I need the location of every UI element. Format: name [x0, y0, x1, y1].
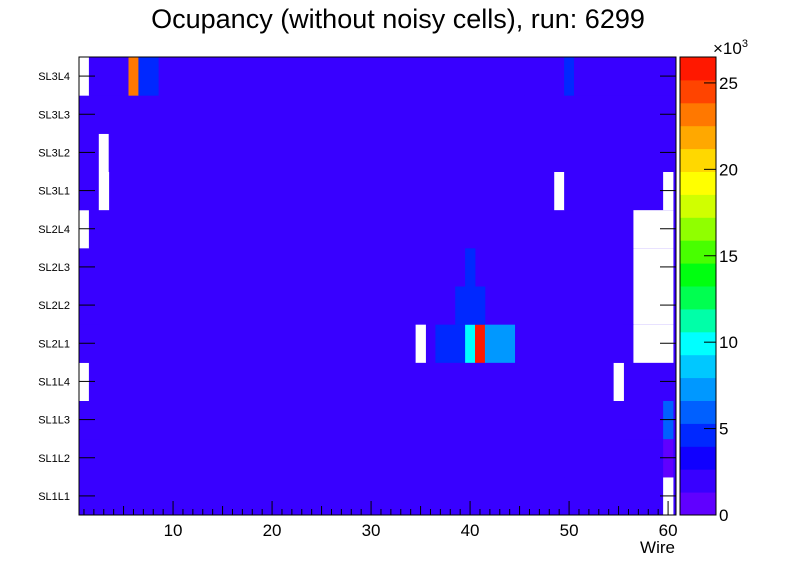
colorbar-exponent-power: 3: [742, 38, 748, 50]
colorbar-segment: [680, 148, 716, 172]
colorbar-exponent: ×103: [713, 38, 748, 58]
y-tick-label: SL2L3: [38, 262, 70, 274]
x-tick-label: 20: [263, 521, 282, 540]
chart-title: Ocupancy (without noisy cells), run: 629…: [151, 4, 645, 34]
heatmap-cell-sl3l4-3: [98, 57, 129, 96]
colorbar-segment: [680, 400, 716, 424]
heatmap-cell-sl3l1-50: [564, 171, 575, 211]
y-tick-label: SL1L2: [38, 453, 70, 465]
heatmap-cell-sl3l4-50: [564, 57, 575, 96]
heatmap-cell-sl1l3-56: [623, 400, 634, 440]
heatmap-row-sl1l1: [79, 476, 676, 516]
colorbar-tick-label: 15: [719, 247, 738, 266]
colorbar-segment: [680, 377, 716, 401]
heatmap-row-sl3l2: [79, 133, 676, 172]
heatmap-row-sl3l1: [79, 171, 676, 211]
colorbar-tick-label: 5: [719, 420, 728, 439]
colorbar-segment: [680, 217, 716, 241]
colorbar-segment: [680, 194, 716, 218]
heatmap-cell-sl1l4-55: [613, 362, 624, 401]
plot-frame: [78, 56, 677, 516]
heatmap-cell-sl2l1-41: [475, 324, 486, 363]
colorbar-segment: [680, 263, 716, 287]
heatmap-cell-sl2l2-39: [455, 286, 486, 325]
y-tick-label: SL1L3: [38, 415, 70, 427]
heatmap-cell-sl2l1-37: [435, 324, 466, 363]
colorbar-tick-label: 0: [719, 506, 728, 525]
heatmap-cell-sl1l2-48: [544, 438, 565, 478]
heatmap-cell-sl3l4-51: [574, 57, 674, 96]
colorbar-segment: [680, 354, 716, 379]
colorbar-segment: [680, 57, 716, 81]
heatmap-row-sl1l4: [79, 362, 676, 401]
colorbar-segment: [680, 331, 716, 356]
x-axis: 10 20 30 40 50 60: [83, 501, 678, 540]
heatmap-cell-sl3l2-51: [574, 133, 585, 172]
colorbar-exponent-base: ×10: [713, 39, 742, 58]
heatmap-row-sl2l1: [79, 324, 676, 363]
heatmap-cell-sl3l3-50: [564, 95, 585, 134]
heatmap-row-sl3l3: [79, 95, 676, 134]
colorbar-tick-label: 20: [719, 160, 738, 179]
heatmap-cells: [79, 57, 676, 516]
colorbar-segment: [680, 446, 716, 470]
heatmap-cell-sl2l4-56: [623, 209, 634, 249]
heatmap-cell-sl3l1-3: [98, 171, 110, 211]
heatmap-cell-sl2l1-55: [613, 324, 634, 363]
colorbar: 0 5 10 15 20 25: [679, 56, 738, 525]
y-tick-label: SL3L1: [38, 186, 70, 198]
x-axis-label: Wire: [640, 538, 675, 557]
heatmap-cell-sl1l2-51: [574, 438, 664, 478]
y-tick-label: SL1L1: [38, 491, 70, 503]
heatmap-cell-sl2l1-35: [415, 324, 426, 363]
y-tick-label: SL2L4: [38, 224, 70, 236]
y-tick-label: SL2L1: [38, 338, 70, 350]
heatmap-cell-sl3l2-4: [108, 133, 120, 172]
heatmap-row-sl2l4: [79, 209, 676, 249]
heatmap-cell-sl2l1-40: [465, 324, 476, 363]
heatmap-cell-sl2l1-42: [484, 324, 516, 363]
colorbar-segment: [680, 423, 716, 447]
heatmap-cell-sl2l2-56: [623, 286, 634, 325]
colorbar-segment: [680, 492, 716, 516]
y-tick-label: SL3L3: [38, 109, 70, 121]
heatmap-cell-sl2l3-55: [613, 247, 634, 287]
colorbar-segment: [680, 171, 716, 195]
heatmap-cell-sl3l4-7: [138, 57, 159, 96]
colorbar-segment: [680, 286, 716, 310]
colorbar-tick-label: 25: [719, 74, 738, 93]
heatmap-cell-sl2l3-40: [465, 247, 476, 287]
colorbar-segment: [680, 240, 716, 264]
heatmap-cell-sl3l3-45: [514, 95, 525, 134]
heatmap-row-sl2l2: [79, 286, 676, 325]
colorbar-tick-label: 10: [719, 333, 738, 352]
heatmap-cell-sl3l4-6: [128, 57, 139, 96]
y-tick-label: SL3L2: [38, 147, 70, 159]
y-tick-label: SL2L2: [38, 300, 70, 312]
x-tick-label: 30: [362, 521, 381, 540]
x-tick-label: 60: [659, 521, 678, 540]
colorbar-frame: [679, 56, 717, 516]
heatmap-cell-sl1l3-57: [633, 400, 664, 440]
x-tick-label: 40: [461, 521, 480, 540]
heatmap-cell-sl3l1-49: [554, 171, 565, 211]
heatmap-row-sl1l3: [79, 400, 676, 440]
heatmap-cell-sl1l4-2: [88, 362, 110, 401]
colorbar-segment: [680, 79, 716, 104]
y-axis: SL1L1 SL1L2 SL1L3 SL1L4 SL2L1 SL2L2 SL2L3 SL2L4…: [38, 71, 676, 503]
x-tick-label: 50: [560, 521, 579, 540]
colorbar-segment: [680, 125, 716, 150]
heatmap-cell-sl3l2-3: [98, 133, 110, 172]
colorbar-segment: [680, 469, 716, 493]
colorbar-segment: [680, 308, 716, 333]
colorbar-segment: [680, 102, 716, 127]
heatmap-row-sl2l3: [79, 247, 676, 287]
x-tick-label: 10: [164, 521, 183, 540]
y-tick-label: SL3L4: [38, 71, 70, 83]
y-tick-label: SL1L4: [38, 376, 70, 388]
